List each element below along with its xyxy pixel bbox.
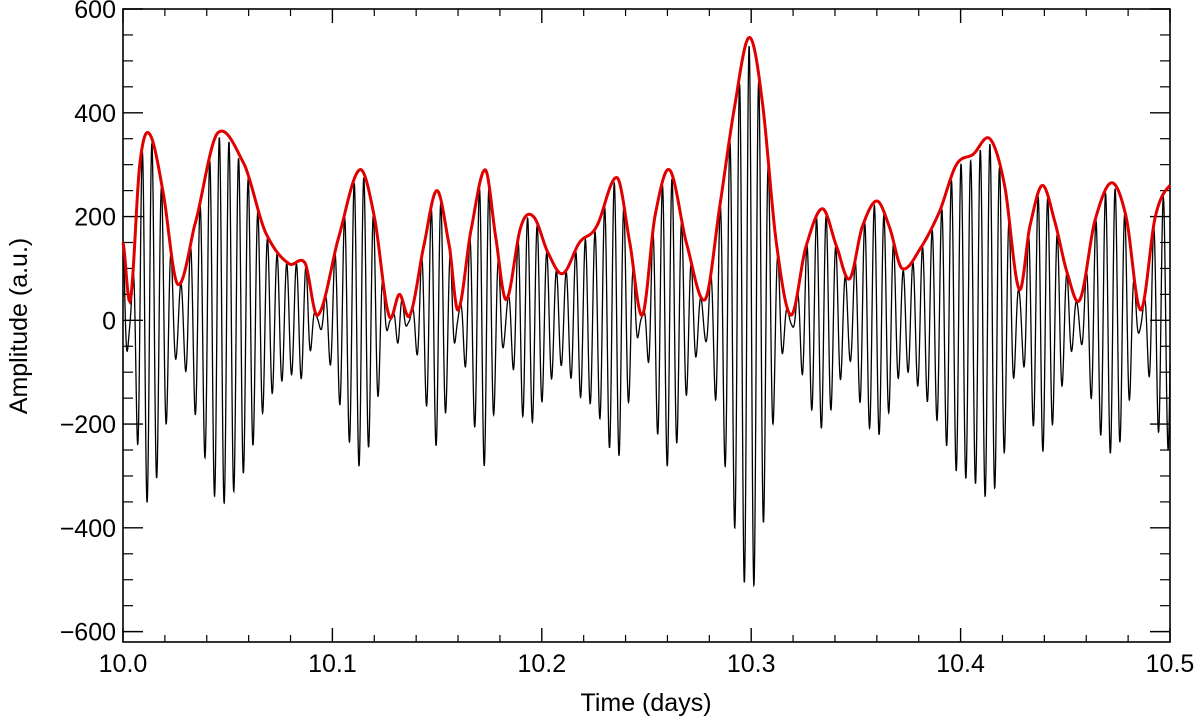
plot-area <box>121 35 1172 588</box>
plot-frame <box>122 8 1171 643</box>
y-tick-label: 0 <box>102 307 116 335</box>
x-tick-label: 10.4 <box>936 650 985 678</box>
y-tick-label: −400 <box>60 515 116 543</box>
y-tick-label: 600 <box>74 0 116 24</box>
tick-labels: 10.0 10.1 10.2 10.3 10.4 10.5 −600 −400 −200 0 200… <box>60 0 1195 678</box>
y-tick-label: 400 <box>74 100 116 128</box>
x-tick-label: 10.3 <box>727 650 776 678</box>
x-tick-label: 10.0 <box>99 650 148 678</box>
y-tick-label: −600 <box>60 619 116 647</box>
y-tick-label: 200 <box>74 204 116 232</box>
x-tick-label: 10.1 <box>308 650 357 678</box>
x-axis-title: Time (days) <box>580 689 711 717</box>
y-tick-label: −200 <box>60 411 116 439</box>
y-axis-title: Amplitude (a.u.) <box>5 238 33 414</box>
x-tick-label: 10.5 <box>1146 650 1195 678</box>
envelope-series-line <box>121 35 1172 320</box>
x-tick-label: 10.2 <box>517 650 566 678</box>
signal-series-line <box>122 45 1171 588</box>
